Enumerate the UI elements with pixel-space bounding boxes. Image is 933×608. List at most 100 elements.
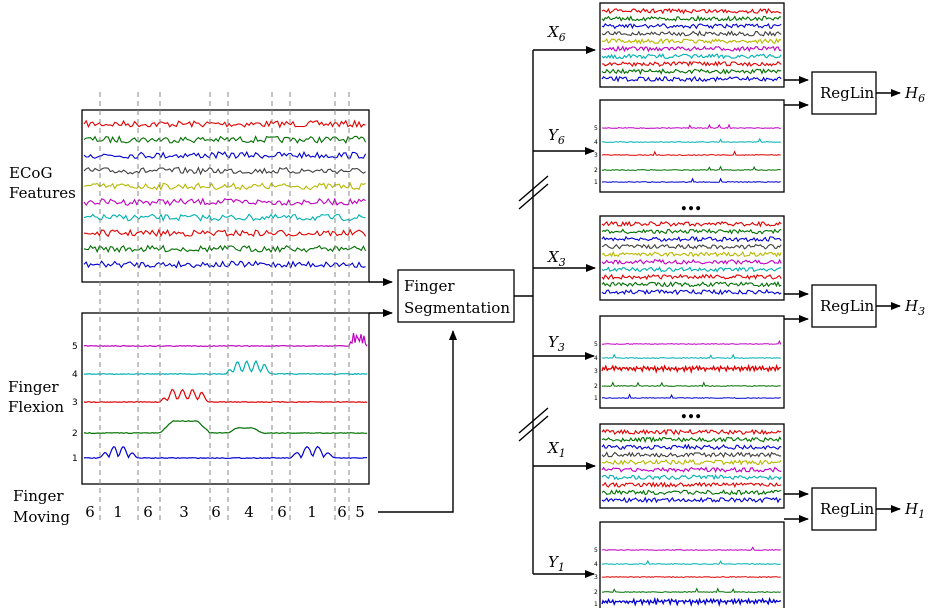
x-panel-frame bbox=[599, 423, 785, 509]
x-feature-trace bbox=[601, 481, 782, 489]
y-target-trace bbox=[601, 576, 781, 578]
ecog-trace bbox=[83, 150, 367, 160]
y-channel-tick: 2 bbox=[594, 383, 598, 390]
ecog-panel-frame bbox=[81, 109, 370, 283]
finger-channel-tick: 4 bbox=[72, 370, 78, 380]
y-channel-tick: 5 bbox=[594, 341, 598, 348]
x-feature-trace bbox=[601, 266, 782, 273]
x-feature-trace bbox=[601, 60, 782, 67]
finger-channel-tick: 1 bbox=[72, 454, 78, 464]
y-target-trace bbox=[601, 596, 782, 608]
ellipsis-2: … bbox=[680, 398, 702, 424]
reglin-block-1: RegLin H1 bbox=[784, 487, 925, 531]
ecog-trace bbox=[83, 181, 366, 192]
flexion-tick-labels: 1 2 3 4 5 bbox=[72, 342, 78, 464]
output-panels: 1 2 3 4 5 1 2 3 4 5 1 2 3 4 5 bbox=[594, 2, 785, 608]
reglin-label-3: RegLin bbox=[820, 297, 875, 315]
x-feature-trace bbox=[601, 243, 782, 250]
reglin-box-3 bbox=[811, 284, 877, 328]
y-target-trace bbox=[601, 559, 781, 565]
y-target-trace bbox=[601, 546, 781, 551]
y-target-trace bbox=[601, 363, 782, 375]
x-feature-trace bbox=[601, 67, 782, 75]
y-channel-tick: 5 bbox=[594, 125, 598, 132]
x-feature-trace bbox=[601, 37, 782, 45]
y-panel-frame bbox=[599, 521, 785, 608]
y3-label: Y3 bbox=[548, 333, 565, 354]
y-channel-tick: 3 bbox=[594, 368, 598, 375]
ecog-label-line2: Features bbox=[9, 184, 76, 202]
finger-moving-digit: 3 bbox=[179, 503, 189, 521]
x-feature-trace bbox=[601, 22, 782, 30]
flexion-label-line1: Finger bbox=[8, 378, 59, 396]
x-feature-trace bbox=[601, 14, 782, 22]
ecog-traces bbox=[83, 119, 367, 269]
h3-label: H3 bbox=[904, 297, 925, 318]
x-feature-trace bbox=[601, 53, 782, 60]
y-channel-tick: 5 bbox=[594, 547, 598, 554]
x-feature-trace bbox=[601, 273, 782, 281]
x-feature-trace bbox=[601, 489, 782, 496]
y-target-panel: 1 2 3 4 5 bbox=[594, 99, 785, 193]
x-feature-trace bbox=[601, 30, 782, 37]
finger-flexion-trace bbox=[83, 445, 367, 460]
y-target-trace bbox=[601, 339, 782, 345]
segment-boundaries bbox=[99, 92, 350, 524]
x-panel-frame bbox=[599, 215, 785, 301]
y-target-trace bbox=[601, 381, 781, 388]
y6-label: Y6 bbox=[548, 126, 565, 147]
finger-flexion-trace bbox=[83, 359, 368, 376]
x-feature-trace bbox=[601, 280, 782, 288]
y-target-trace bbox=[601, 150, 781, 157]
y-target-trace bbox=[601, 137, 781, 143]
ecog-trace bbox=[83, 135, 367, 145]
x-feature-trace bbox=[601, 288, 782, 296]
ecog-label-line1: ECoG bbox=[9, 164, 52, 182]
ecog-trace bbox=[83, 244, 367, 254]
x-feature-trace bbox=[601, 235, 782, 243]
finger-flexion-panel: 1 2 3 4 5 bbox=[72, 312, 370, 485]
x-feature-panel bbox=[599, 215, 785, 301]
x-feature-panel bbox=[599, 423, 785, 509]
y-panel-frame bbox=[599, 99, 785, 193]
x-feature-trace bbox=[601, 258, 782, 265]
y-channel-tick: 1 bbox=[594, 179, 598, 186]
ecog-trace bbox=[83, 119, 366, 129]
finger-moving-digit: 6 bbox=[85, 503, 95, 521]
x-feature-trace bbox=[601, 228, 782, 235]
reglin-label-6: RegLin bbox=[820, 84, 875, 102]
x-feature-trace bbox=[601, 458, 782, 466]
break-mark-1a bbox=[518, 175, 549, 202]
x6-label: X6 bbox=[547, 23, 566, 44]
y-target-trace bbox=[602, 353, 781, 360]
y-channel-tick: 1 bbox=[594, 395, 598, 402]
ecog-trace bbox=[83, 260, 366, 269]
flexion-traces bbox=[83, 333, 368, 460]
finger-flexion-trace bbox=[83, 388, 368, 404]
y-target-trace bbox=[601, 393, 781, 399]
x-feature-panel bbox=[599, 2, 785, 88]
x-feature-trace bbox=[601, 428, 782, 436]
x-panel-frame bbox=[599, 2, 785, 88]
y-channel-tick: 3 bbox=[594, 574, 598, 581]
y-target-trace bbox=[602, 177, 781, 183]
x1-label: X1 bbox=[547, 439, 566, 460]
finger-moving-digit: 6 bbox=[211, 503, 221, 521]
y-channel-tick: 1 bbox=[594, 601, 598, 608]
break-mark-2a bbox=[518, 407, 549, 434]
x-feature-trace bbox=[601, 436, 782, 444]
y-channel-tick: 4 bbox=[594, 139, 598, 146]
reglin-box-1 bbox=[811, 487, 877, 531]
segmentation-label-line1: Finger bbox=[404, 277, 455, 295]
x-feature-trace bbox=[601, 473, 782, 481]
finger-flexion-trace bbox=[83, 333, 368, 348]
ecog-trace bbox=[83, 166, 366, 176]
ecog-trace bbox=[83, 213, 366, 222]
x3-label: X3 bbox=[547, 248, 566, 269]
segmentation-label-line2: Segmentation bbox=[404, 299, 510, 317]
reglin-block-3: RegLin H3 bbox=[784, 284, 925, 328]
break-mark-1b bbox=[518, 183, 549, 210]
finger-moving-digit: 5 bbox=[355, 503, 365, 521]
y-channel-tick: 2 bbox=[594, 167, 598, 174]
break-mark-2b bbox=[518, 415, 549, 442]
